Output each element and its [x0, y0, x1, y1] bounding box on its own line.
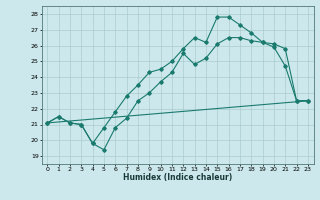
X-axis label: Humidex (Indice chaleur): Humidex (Indice chaleur): [123, 173, 232, 182]
